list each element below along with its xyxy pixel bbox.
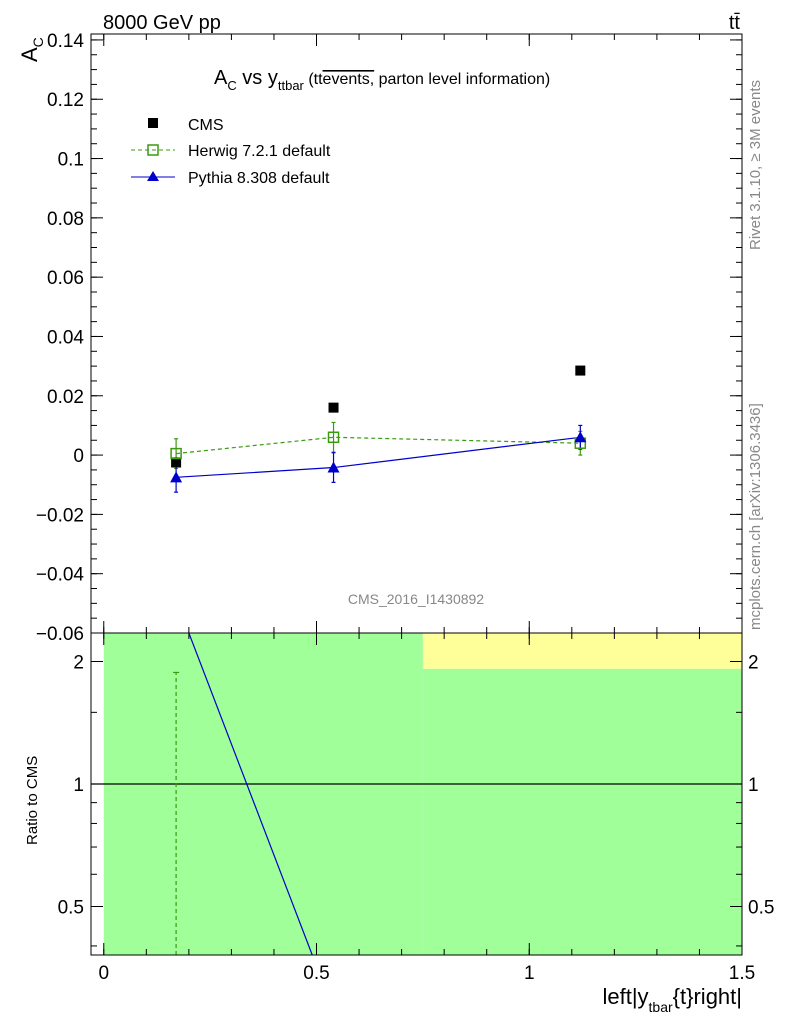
- x-tick-label: 0.5: [303, 963, 329, 984]
- y-tick-label: 0.08: [47, 209, 84, 230]
- energy-label: 8000 GeV pp: [103, 12, 221, 34]
- ratio-band-yellow: [422, 633, 742, 669]
- pythia-point: [327, 461, 340, 473]
- ratio-band-green: [103, 633, 423, 955]
- process-label: tt̄: [729, 12, 741, 34]
- y-tick-label: 0.06: [47, 268, 84, 289]
- x-tick-label: 1: [524, 963, 535, 984]
- ratio-axis-ticks: [91, 633, 743, 955]
- herwig-line: [176, 436, 581, 455]
- legend-label-pythia: Pythia 8.308 default: [188, 170, 330, 187]
- ratio-y-label: Ratio to CMS: [24, 756, 41, 845]
- legend-label-herwig: Herwig 7.2.1 default: [188, 143, 331, 160]
- y-tick-label: 0.14: [47, 31, 84, 52]
- ratio-y-tick-label-right: 1: [748, 775, 759, 796]
- y-tick-label: 0.02: [47, 387, 84, 408]
- analysis-label: CMS_2016_I1430892: [348, 591, 484, 607]
- ratio-panel: 0.5 0.5 1 1 2 2 0 0.5 1 1.5 Ratio to CMS left|yt…: [24, 632, 775, 1015]
- y-tick-label: 0.04: [47, 327, 84, 348]
- ratio-y-tick-label-right: 2: [748, 653, 759, 674]
- pythia-point: [574, 431, 587, 443]
- ratio-series-layer: [173, 632, 313, 956]
- y-tick-label: 0.12: [47, 90, 84, 111]
- y-tick-label: −0.06: [36, 624, 84, 645]
- x-axis-label: left|ytbar{t}right|: [602, 984, 742, 1015]
- legend-marker-herwig: [147, 144, 159, 156]
- main-series-layer: [170, 365, 587, 493]
- chart-title: AC vs yttbar (ttevents, parton level inf…: [214, 67, 550, 93]
- ratio-pythia-line: [188, 632, 313, 956]
- legend: CMS Herwig 7.2.1 default Pythia 8.308 de…: [131, 117, 331, 187]
- ratio-y-tick-label: 2: [73, 653, 84, 674]
- pythia-point: [170, 471, 183, 483]
- x-tick-label: 0: [98, 963, 109, 984]
- ratio-bands: [103, 633, 742, 955]
- main-y-tick-labels: −0.06 −0.04 −0.02 0 0.02 0.04 0.06 0.08 0.1 0.12 0…: [36, 31, 85, 645]
- pythia-line: [176, 436, 581, 478]
- y-tick-label: −0.02: [36, 505, 84, 526]
- legend-marker-pythia: [147, 171, 159, 181]
- ratio-frame: [90, 632, 743, 956]
- ratio-y-tick-label: 0.5: [58, 897, 84, 918]
- y-axis-label: AC: [17, 37, 46, 62]
- y-tick-label: 0.1: [58, 150, 84, 171]
- x-tick-label: 1.5: [729, 963, 755, 984]
- cms-point: [328, 402, 339, 413]
- x-tick-labels: 0 0.5 1 1.5: [98, 963, 755, 984]
- ratio-band-green: [422, 668, 742, 955]
- ratio-y-tick-labels: 0.5 0.5 1 1 2 2: [58, 653, 775, 919]
- rivet-label: Rivet 3.1.10, ≥ 3M events: [747, 80, 764, 250]
- legend-label-cms: CMS: [188, 117, 224, 134]
- y-tick-label: −0.04: [36, 565, 85, 586]
- cms-point: [171, 457, 182, 468]
- y-tick-label: 0: [73, 446, 84, 467]
- main-panel: −0.06 −0.04 −0.02 0 0.02 0.04 0.06 0.08 0.1 0.12 0…: [17, 31, 743, 645]
- legend-marker-cms: [148, 118, 158, 128]
- herwig-point: [170, 447, 182, 460]
- mcplots-label: mcplots.cern.ch [arXiv:1306.3436]: [747, 403, 764, 630]
- herwig-point: [327, 431, 340, 444]
- cms-point: [575, 365, 586, 376]
- ratio-y-tick-label-right: 0.5: [748, 897, 774, 918]
- ratio-y-tick-label: 1: [73, 775, 84, 796]
